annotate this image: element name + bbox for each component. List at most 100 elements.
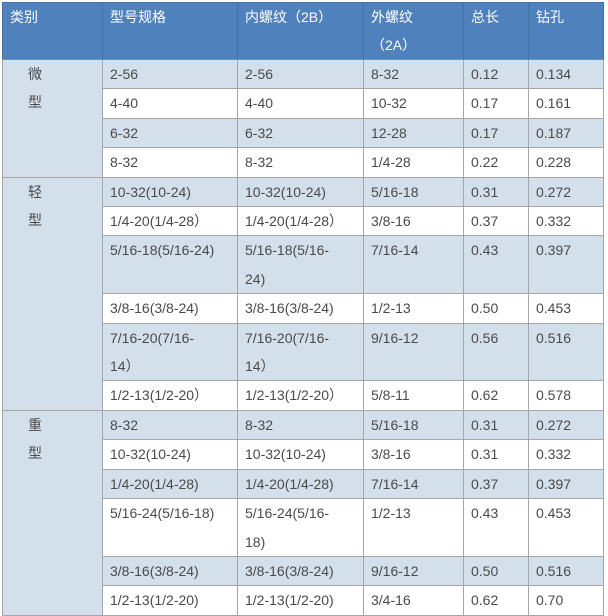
table-row: 3/8-16(3/8-24) 3/8-16(3/8-24) 1/2-13 0.50 0.…	[3, 293, 604, 324]
table-cell: 10-32(10-24)	[237, 176, 364, 208]
table-cell: 0.12	[463, 58, 529, 90]
table-cell: 12-28	[363, 117, 464, 149]
table-cell: 9/16-12	[363, 322, 464, 382]
table-row: 4-40 4-40 10-32 0.17 0.161	[3, 88, 604, 119]
table-row: 6-32 6-32 12-28 0.17 0.187	[3, 117, 604, 149]
table-cell: 0.578	[528, 380, 604, 411]
table-cell: 0.332	[528, 439, 604, 470]
table-cell: 10-32(10-24)	[102, 176, 238, 208]
table-cell: 10-32(10-24)	[237, 439, 364, 470]
table-cell: 1/2-13(1/2-20）	[102, 380, 238, 411]
table-cell: 7/16-14	[363, 468, 464, 500]
table-cell: 0.22	[463, 147, 529, 178]
table-cell: 0.62	[463, 585, 529, 616]
table-cell: 3/8-16(3/8-24)	[102, 293, 238, 324]
table-cell: 4-40	[102, 88, 238, 119]
table-cell: 1/4-20(1/4-28)	[237, 468, 364, 500]
table-cell: 5/16-18	[363, 409, 464, 441]
category-cell: 微 型	[2, 59, 103, 178]
table-cell: 4-40	[237, 88, 364, 119]
table-cell: 0.70	[528, 585, 604, 616]
table-row: 5/16-24(5/16-18) 5/16-24(5/16- 18) 1/2-13 0…	[3, 498, 604, 557]
table-cell: 10-32	[363, 88, 464, 119]
table-cell: 1/2-13(1/2-20)	[102, 585, 238, 616]
table-cell: 0.516	[528, 555, 604, 587]
column-header-drill-hole: 钻孔	[528, 2, 604, 60]
table-cell: 0.453	[528, 293, 604, 324]
table-cell: 6-32	[237, 117, 364, 149]
table-row: 7/16-20(7/16- 14） 7/16-20(7/16- 14） 9/16-1…	[3, 322, 604, 382]
table-cell: 5/8-11	[363, 380, 464, 411]
table-cell: 0.62	[463, 380, 529, 411]
table-cell: 2-56	[237, 58, 364, 90]
table-cell: 0.56	[463, 322, 529, 382]
table-cell: 0.516	[528, 322, 604, 382]
table-cell: 8-32	[102, 409, 238, 441]
table-cell: 1/2-13(1/2-20）	[237, 380, 364, 411]
table-cell: 5/16-24(5/16- 18)	[237, 498, 364, 557]
table-cell: 0.332	[528, 206, 604, 237]
table-row: 1/4-20(1/4-28） 1/4-20(1/4-28） 3/8-16 0.37 0.…	[3, 206, 604, 237]
table-cell: 3/8-16(3/8-24)	[237, 555, 364, 587]
table-cell: 0.397	[528, 468, 604, 500]
table-row: 5/16-18(5/16-24) 5/16-18(5/16- 24) 7/16-14…	[3, 235, 604, 295]
table-header: 类别 型号规格 内螺纹（2B） 外螺纹 （2A） 总长 钻孔	[2, 2, 604, 60]
column-header-category: 类别	[2, 2, 103, 60]
table-cell: 1/4-20(1/4-28）	[102, 206, 238, 237]
table-row: 1/2-13(1/2-20） 1/2-13(1/2-20） 5/8-11 0.62 0.…	[3, 380, 604, 411]
table-cell: 3/8-16	[363, 206, 464, 237]
column-header-model: 型号规格	[102, 2, 238, 60]
table-cell: 0.453	[528, 498, 604, 557]
table-cell: 0.397	[528, 235, 604, 295]
table-cell: 0.272	[528, 176, 604, 208]
table-row: 微 型 2-56 2-56 8-32 0.12 0.134	[2, 58, 604, 178]
table-cell: 9/16-12	[363, 555, 464, 587]
table-cell: 0.43	[463, 235, 529, 295]
table-cell: 3/8-16(3/8-24)	[102, 555, 238, 587]
table-cell: 1/2-13(1/2-20)	[237, 585, 364, 616]
table-cell: 5/16-18(5/16-24)	[102, 235, 238, 295]
table-cell: 8-32	[237, 147, 364, 178]
table-cell: 3/8-16	[363, 439, 464, 470]
table-cell: 0.17	[463, 117, 529, 149]
table-row: 3/8-16(3/8-24) 3/8-16(3/8-24) 9/16-12 0.50 0…	[3, 555, 604, 587]
table-cell: 0.31	[463, 409, 529, 441]
column-header-total-length: 总长	[463, 2, 529, 60]
table-cell: 0.31	[463, 439, 529, 470]
table-cell: 1/2-13	[363, 498, 464, 557]
table-row: 轻 型 10-32(10-24) 10-32(10-24) 5/16-18 0.31 0.…	[2, 176, 604, 411]
table-cell: 0.228	[528, 147, 604, 178]
table-cell: 8-32	[102, 147, 238, 178]
table-cell: 7/16-20(7/16- 14）	[237, 322, 364, 382]
table-cell: 3/8-16(3/8-24)	[237, 293, 364, 324]
category-cell: 轻 型	[2, 176, 103, 411]
table-cell: 0.37	[463, 206, 529, 237]
table-cell: 7/16-20(7/16- 14）	[102, 322, 238, 382]
table-cell: 1/4-20(1/4-28）	[237, 206, 364, 237]
table-cell: 5/16-18(5/16- 24)	[237, 235, 364, 295]
table-cell: 1/2-13	[363, 293, 464, 324]
table-cell: 0.187	[528, 117, 604, 149]
header-row: 类别 型号规格 内螺纹（2B） 外螺纹 （2A） 总长 钻孔	[2, 2, 604, 60]
table-cell: 2-56	[102, 58, 238, 90]
column-header-external-thread: 外螺纹 （2A）	[363, 2, 464, 60]
table-cell: 6-32	[102, 117, 238, 149]
column-header-internal-thread: 内螺纹（2B）	[237, 2, 364, 60]
table-cell: 0.50	[463, 555, 529, 587]
table-cell: 3/4-16	[363, 585, 464, 616]
table-cell: 0.272	[528, 409, 604, 441]
table-cell: 0.37	[463, 468, 529, 500]
table-cell: 0.17	[463, 88, 529, 119]
table-cell: 10-32(10-24)	[102, 439, 238, 470]
table-cell: 8-32	[363, 58, 464, 90]
table-cell: 1/4-20(1/4-28)	[102, 468, 238, 500]
table-row: 重 型 8-32 8-32 5/16-18 0.31 0.272	[2, 409, 604, 616]
table-row: 1/4-20(1/4-28) 1/4-20(1/4-28) 7/16-14 0.37 0…	[3, 468, 604, 500]
table-cell: 0.134	[528, 58, 604, 90]
table-cell: 0.43	[463, 498, 529, 557]
table-cell: 0.31	[463, 176, 529, 208]
category-cell: 重 型	[2, 409, 103, 616]
table-cell: 5/16-18	[363, 176, 464, 208]
table-cell: 5/16-24(5/16-18)	[102, 498, 238, 557]
